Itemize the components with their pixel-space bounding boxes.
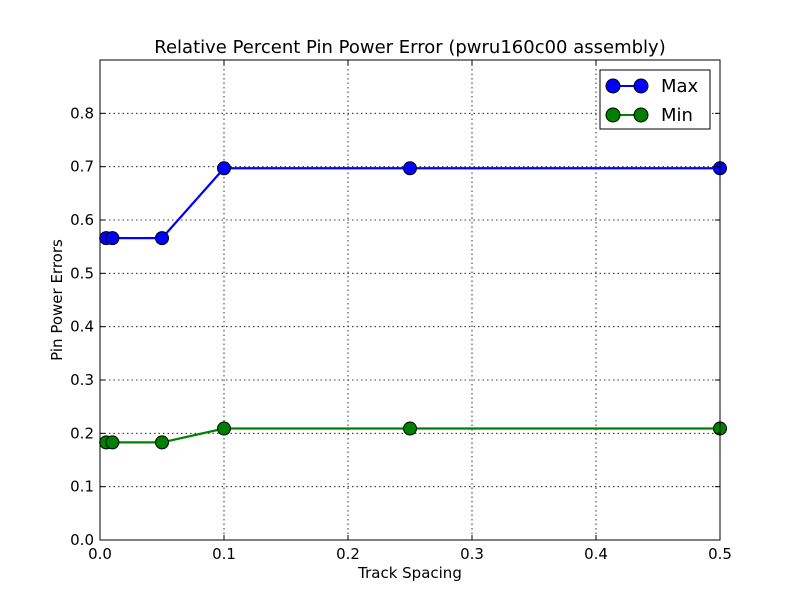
data-point-max	[105, 231, 120, 246]
y-axis-label: Pin Power Errors	[48, 239, 66, 361]
legend: Max Min	[599, 69, 711, 130]
y-tick-label: 0.3	[70, 371, 94, 389]
y-tick-label: 0.1	[70, 478, 94, 496]
legend-min-marker	[633, 107, 649, 123]
legend-label-min: Min	[661, 105, 693, 126]
data-point-min	[155, 435, 169, 450]
x-tick-label: 0.3	[460, 545, 484, 563]
plot-frame	[99, 59, 721, 541]
legend-min-marker	[605, 107, 621, 123]
y-tick-label: 0.0	[70, 531, 94, 549]
x-tick-label: 0.1	[212, 545, 236, 563]
y-tick-label: 0.2	[70, 424, 94, 442]
data-point-min	[217, 421, 231, 436]
x-tick-label: 0.4	[584, 545, 608, 563]
data-point-max	[403, 161, 417, 176]
legend-label-max: Max	[661, 76, 699, 97]
y-tick-label: 0.8	[70, 104, 94, 122]
data-point-max	[155, 231, 169, 246]
legend-max-marker	[605, 78, 621, 94]
data-point-min	[403, 421, 417, 436]
chart-title: Relative Percent Pin Power Error (pwru16…	[154, 37, 665, 58]
y-tick-label: 0.6	[70, 211, 94, 229]
data-point-max	[217, 161, 231, 176]
grid-lines	[100, 60, 720, 540]
y-tick-label: 0.7	[70, 158, 94, 176]
y-tick-label: 0.5	[70, 264, 94, 282]
y-tick-label: 0.4	[70, 318, 94, 336]
data-point-min	[105, 435, 120, 450]
legend-max-marker	[633, 78, 649, 94]
x-tick-label: 0.0	[88, 545, 112, 563]
tick-marks: 0.0 0.1 0.2 0.3 0.4 0.5 0.0 0.1 0.2 0.3 0.4 0.5 0.6 0…	[70, 60, 732, 563]
x-tick-label: 0.2	[336, 545, 360, 563]
x-tick-label: 0.5	[708, 545, 732, 563]
x-axis-label: Track Spacing	[357, 564, 462, 582]
